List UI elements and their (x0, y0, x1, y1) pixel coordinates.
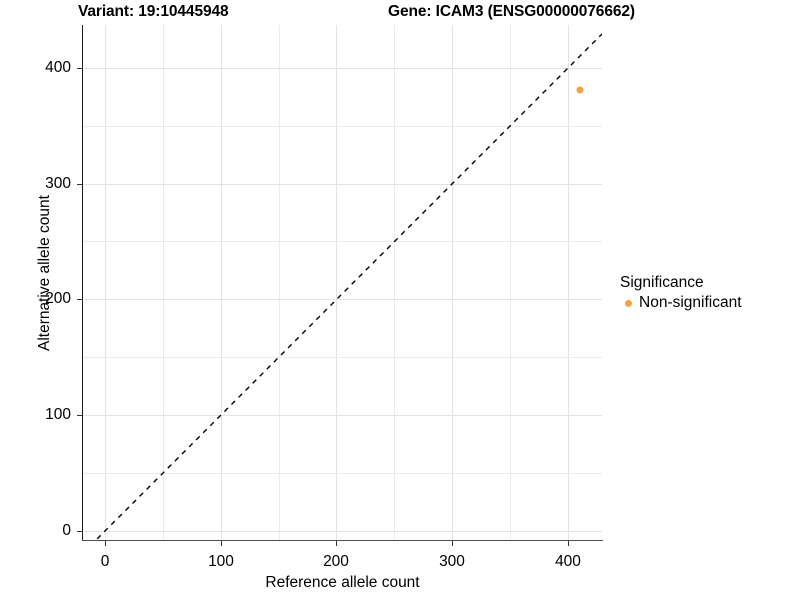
gridline-major-y-400 (83, 68, 602, 69)
gridline-minor-x-50 (163, 25, 164, 540)
y-axis-line (82, 25, 84, 541)
gene-title: Gene: ICAM3 (ENSG00000076662) (388, 3, 635, 20)
gridline-minor-y-250 (83, 241, 602, 242)
page-title: Variant: 19:10445948 (78, 3, 229, 20)
y-axis-tick-400 (77, 68, 82, 70)
x-axis-label-400: 400 (555, 553, 581, 570)
x-axis-tick-0 (105, 541, 107, 546)
gridline-minor-x-350 (510, 25, 511, 540)
gridline-minor-x-250 (394, 25, 395, 540)
gridline-minor-y-150 (83, 357, 602, 358)
x-axis-line (82, 540, 603, 542)
point-marker-icon (625, 299, 632, 307)
data-point[interactable] (576, 86, 584, 94)
y-axis-label-100: 100 (45, 406, 71, 423)
y-axis-label-300: 300 (45, 175, 71, 192)
gridline-major-x-200 (336, 25, 337, 540)
legend-item-label: Non-significant (639, 294, 742, 311)
x-axis-tick-400 (568, 541, 570, 546)
y-axis-label-0: 0 (62, 522, 71, 539)
x-axis-tick-300 (452, 541, 454, 546)
x-axis-label-300: 300 (439, 553, 465, 570)
x-axis-label-0: 0 (100, 553, 110, 570)
gridline-major-y-300 (83, 184, 602, 185)
y-axis-label-200: 200 (45, 290, 71, 307)
gridline-major-x-0 (105, 25, 106, 540)
y-axis-tick-300 (77, 184, 82, 186)
gridline-major-y-100 (83, 415, 602, 416)
y-axis-tick-200 (77, 299, 82, 301)
legend: Significance Non-significant (620, 274, 795, 312)
x-axis-label-100: 100 (208, 553, 234, 570)
x-axis-tick-200 (336, 541, 338, 546)
x-axis-tick-100 (221, 541, 223, 546)
identity-reference-line (95, 33, 602, 540)
y-axis-tick-0 (77, 531, 82, 533)
gridline-major-y-200 (83, 299, 602, 300)
gridline-major-x-100 (221, 25, 222, 540)
y-axis-title: Alternative allele count (36, 195, 53, 351)
gridline-major-x-400 (568, 25, 569, 540)
x-axis-label-200: 200 (323, 553, 349, 570)
y-axis-label-400: 400 (45, 59, 71, 76)
legend-key (620, 295, 637, 312)
gridline-major-y-0 (83, 531, 602, 532)
legend-title: Significance (620, 274, 704, 291)
gridline-major-x-300 (452, 25, 453, 540)
gridline-minor-y-50 (83, 473, 602, 474)
gridline-minor-x-150 (279, 25, 280, 540)
y-axis-tick-100 (77, 415, 82, 417)
gridline-minor-y-350 (83, 126, 602, 127)
x-axis-title: Reference allele count (265, 574, 420, 591)
plot-panel (83, 25, 602, 540)
legend-item-non-significant[interactable]: Non-significant (620, 294, 795, 312)
